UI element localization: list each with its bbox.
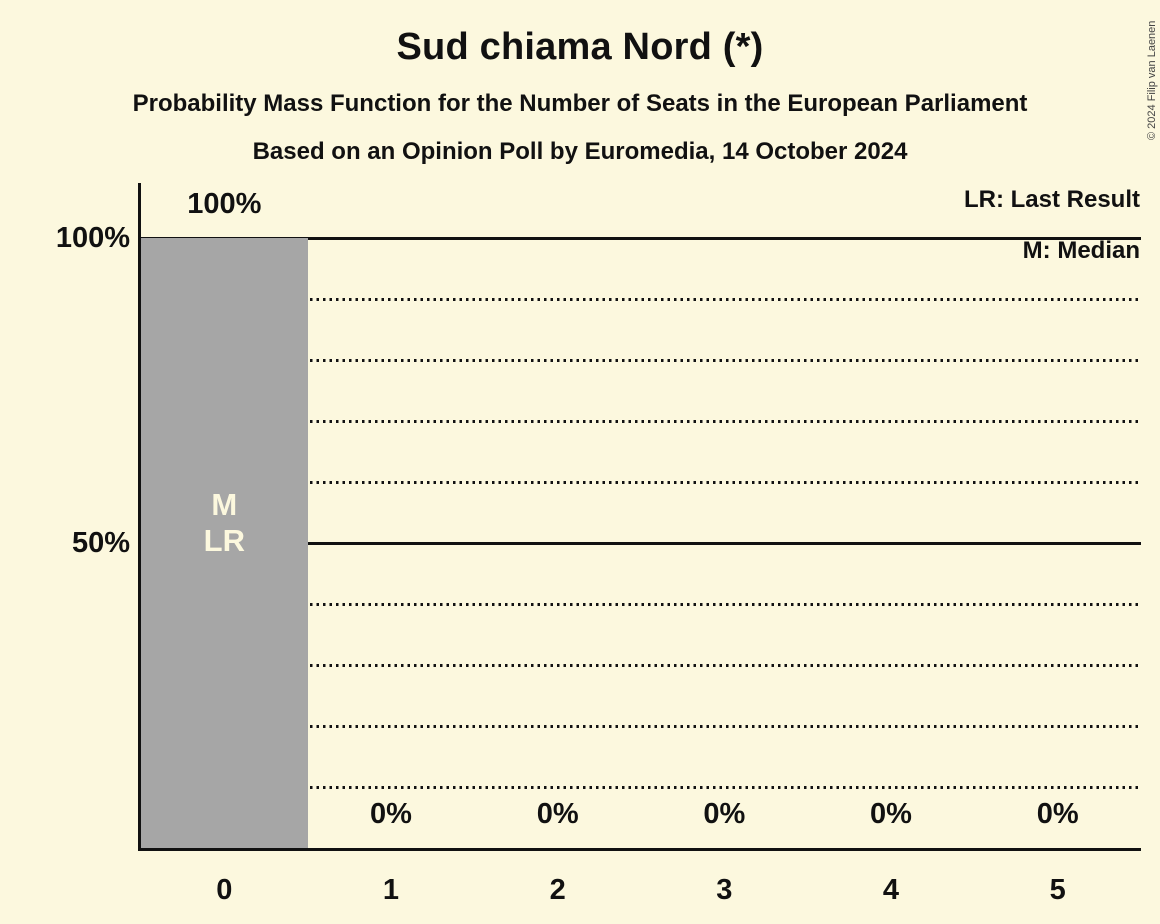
chart-title: Sud chiama Nord (*) <box>396 26 764 68</box>
gridline-dotted-20 <box>141 725 1141 728</box>
x-axis-label-3: 3 <box>716 874 733 906</box>
copyright-notice: © 2024 Filip van Laenen <box>1146 20 1158 140</box>
gridline-dotted-10 <box>141 786 1141 789</box>
bar-value-label-0: 100% <box>187 188 262 220</box>
legend-median: M: Median <box>1022 237 1140 264</box>
bar-annotation-line: LR <box>203 523 245 558</box>
x-axis-line <box>138 848 1141 851</box>
y-axis-label-50: 50% <box>71 527 130 559</box>
bar-value-label-3: 0% <box>703 798 746 830</box>
gridline-dotted-70 <box>141 420 1141 423</box>
chart-poll-source: Based on an Opinion Poll by Euromedia, 1… <box>252 138 908 165</box>
gridline-dotted-30 <box>141 664 1141 667</box>
gridline-dotted-40 <box>141 603 1141 606</box>
y-axis-label-100: 100% <box>55 222 130 254</box>
gridline-solid-50 <box>141 542 1141 545</box>
bar-value-label-2: 0% <box>536 798 579 830</box>
gridline-dotted-80 <box>141 359 1141 362</box>
legend-last-result: LR: Last Result <box>963 186 1140 213</box>
gridline-dotted-90 <box>141 298 1141 301</box>
gridline-dotted-60 <box>141 481 1141 484</box>
bar-value-label-1: 0% <box>370 798 412 830</box>
x-axis-label-2: 2 <box>549 874 566 906</box>
bar-seats-0 <box>141 238 308 848</box>
bar-value-label-5: 0% <box>1036 798 1079 830</box>
x-axis-label-0: 0 <box>216 874 233 906</box>
bar-annotation-median-lr: M LR <box>141 487 308 559</box>
x-axis-label-1: 1 <box>382 874 400 906</box>
x-axis-label-5: 5 <box>1049 874 1066 906</box>
chart-subtitle: Probability Mass Function for the Number… <box>132 90 1028 117</box>
bar-value-label-4: 0% <box>870 798 912 830</box>
bar-annotation-line: M <box>211 487 238 522</box>
y-axis-line <box>138 183 141 851</box>
x-axis-label-4: 4 <box>882 874 900 906</box>
